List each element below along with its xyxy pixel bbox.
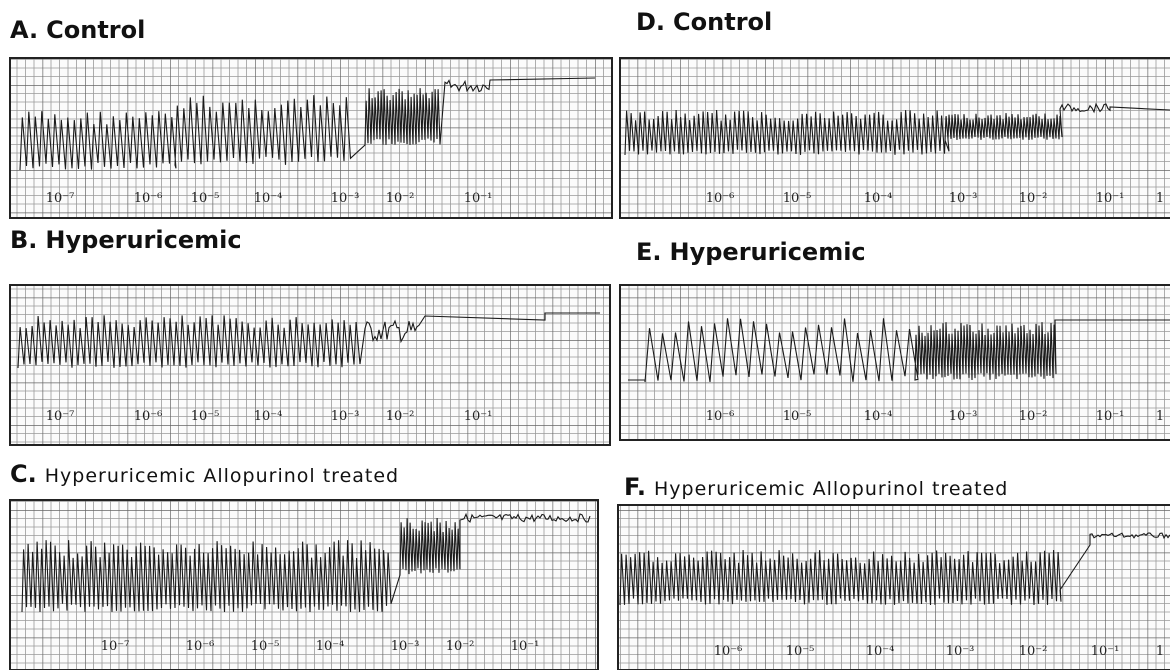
panel-title: F. Hyperuricemic Allopurinol treated	[624, 473, 1008, 501]
trace	[17, 312, 600, 369]
chart-paper	[9, 284, 611, 446]
panel-name: Control	[673, 8, 772, 36]
panel-name: Hyperuricemic	[670, 238, 866, 266]
trace	[628, 318, 1170, 383]
panel-title: C. Hyperuricemic Allopurinol treated	[10, 460, 399, 488]
concentration-label: 10⁻⁶	[134, 409, 163, 424]
trace	[21, 512, 591, 613]
concentration-label: 10⁻¹	[1096, 191, 1125, 206]
panel-name: Control	[46, 16, 145, 44]
panel: E. Hyperuricemic 10⁻⁶ 10⁻⁵ 10⁻⁴ 10⁻³ 10⁻² 10⁻¹ 1	[619, 238, 1170, 441]
concentration-label: 1	[1156, 191, 1164, 206]
concentration-label: 10⁻⁴	[254, 191, 283, 206]
concentration-label: 10⁻¹	[511, 639, 540, 654]
concentration-label: 10⁻⁶	[714, 644, 743, 659]
concentration-label: 10⁻³	[949, 409, 978, 424]
chart-paper	[619, 57, 1170, 219]
trace	[19, 77, 596, 171]
concentration-label: 10⁻¹	[464, 191, 493, 206]
panel: A. Control 10⁻⁷ 10⁻⁶ 10⁻⁵ 10⁻⁴ 10⁻³ 10⁻² 10⁻¹	[9, 16, 613, 219]
concentration-label: 10⁻²	[1019, 409, 1048, 424]
concentration-label: 1	[1156, 409, 1164, 424]
concentration-label: 10⁻⁷	[46, 409, 75, 424]
concentration-label: 10⁻³	[331, 409, 360, 424]
concentration-label: 10⁻⁶	[134, 191, 163, 206]
concentration-label: 10⁻⁴	[866, 644, 895, 659]
concentration-label: 10⁻³	[949, 191, 978, 206]
concentration-label: 10⁻¹	[464, 409, 493, 424]
concentration-label: 10⁻²	[1019, 191, 1048, 206]
panel-name: Hyperuricemic Allopurinol treated	[45, 465, 399, 487]
panel-letter: F.	[624, 473, 646, 501]
concentration-label: 10⁻⁴	[864, 191, 893, 206]
concentration-label: 1	[1156, 644, 1164, 659]
concentration-label: 10⁻³	[331, 191, 360, 206]
panel: F. Hyperuricemic Allopurinol treated 10⁻⁶ 1…	[617, 473, 1170, 670]
concentration-label: 10⁻⁴	[316, 639, 345, 654]
chart-paper	[9, 57, 613, 219]
panel-title: A. Control	[10, 16, 145, 44]
chart-paper	[619, 284, 1170, 441]
panel-name: Hyperuricemic	[45, 226, 241, 254]
concentration-label: 10⁻¹	[1091, 644, 1120, 659]
panel-letter: A.	[10, 16, 38, 44]
concentration-label: 10⁻⁷	[46, 191, 75, 206]
concentration-label: 10⁻²	[386, 409, 415, 424]
concentration-label: 10⁻³	[391, 639, 420, 654]
concentration-label: 10⁻⁵	[783, 409, 812, 424]
panel-name: Hyperuricemic Allopurinol treated	[654, 478, 1008, 500]
panel-title: E. Hyperuricemic	[636, 238, 866, 266]
concentration-label: 10⁻⁵	[783, 191, 812, 206]
concentration-label: 10⁻³	[946, 644, 975, 659]
panel: D. Control 10⁻⁶ 10⁻⁵ 10⁻⁴ 10⁻³ 10⁻² 10⁻¹ 1	[619, 8, 1170, 219]
concentration-label: 10⁻⁷	[101, 639, 130, 654]
panel: C. Hyperuricemic Allopurinol treated 10⁻⁷ 1…	[9, 460, 599, 670]
concentration-label: 10⁻⁶	[706, 409, 735, 424]
concentration-label: 10⁻²	[446, 639, 475, 654]
panel: B. Hyperuricemic 10⁻⁷ 10⁻⁶ 10⁻⁵ 10⁻⁴ 10⁻³ 10⁻² 1…	[9, 226, 611, 446]
panel-letter: C.	[10, 460, 37, 488]
concentration-label: 10⁻⁵	[786, 644, 815, 659]
panel-letter: E.	[636, 238, 662, 266]
concentration-label: 10⁻²	[386, 191, 415, 206]
concentration-label: 10⁻⁶	[186, 639, 215, 654]
concentration-label: 10⁻⁴	[254, 409, 283, 424]
concentration-label: 10⁻⁵	[251, 639, 280, 654]
panel-title: D. Control	[636, 8, 772, 36]
concentration-label: 10⁻⁵	[191, 409, 220, 424]
trace	[624, 102, 1170, 156]
concentration-label: 10⁻²	[1019, 644, 1048, 659]
panel-letter: B.	[10, 226, 37, 254]
panel-letter: D.	[636, 8, 665, 36]
concentration-label: 10⁻⁵	[191, 191, 220, 206]
trace	[619, 532, 1170, 606]
concentration-label: 10⁻⁶	[706, 191, 735, 206]
concentration-label: 10⁻⁴	[864, 409, 893, 424]
panel-title: B. Hyperuricemic	[10, 226, 242, 254]
concentration-label: 10⁻¹	[1096, 409, 1125, 424]
